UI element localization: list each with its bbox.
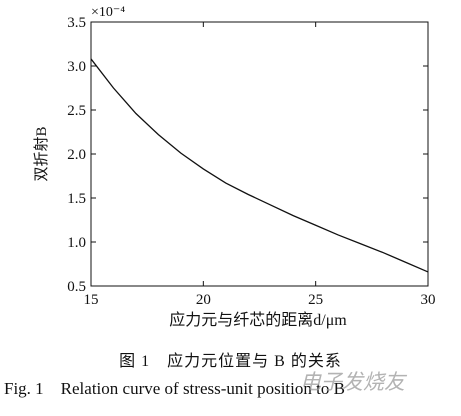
series-line — [90, 58, 429, 273]
y-tick-label: 3.0 — [67, 59, 86, 75]
watermark: 电子发烧友 — [300, 370, 405, 394]
y-tick-label: 0.5 — [67, 279, 86, 295]
axis-ticks — [90, 21, 429, 287]
y-tick-label: 2.5 — [67, 103, 86, 119]
tick-labels: 15 20 25 30 0.5 1.0 1.5 2.0 2.5 3.0 3.5 — [67, 15, 435, 308]
figure-caption-cn: 图 1 应力元位置与 B 的关系 — [119, 353, 342, 370]
y-tick-label: 1.5 — [67, 191, 86, 207]
y-multiplier-label: ×10⁻⁴ — [91, 5, 125, 20]
plot-frame — [90, 21, 429, 287]
y-tick-label: 2.0 — [67, 147, 86, 163]
figure-caption-en: Fig. 1 Relation curve of stress-unit pos… — [4, 379, 345, 398]
x-axis-label: 应力元与纤芯的距离d/μm — [169, 310, 347, 329]
y-tick-label: 1.0 — [67, 235, 86, 251]
x-tick-label: 30 — [421, 292, 436, 308]
x-tick-label: 25 — [308, 292, 323, 308]
y-tick-label: 3.5 — [67, 15, 86, 31]
x-tick-label: 15 — [84, 292, 99, 308]
x-tick-label: 20 — [196, 292, 211, 308]
y-axis-label: 双折射B — [33, 126, 50, 181]
